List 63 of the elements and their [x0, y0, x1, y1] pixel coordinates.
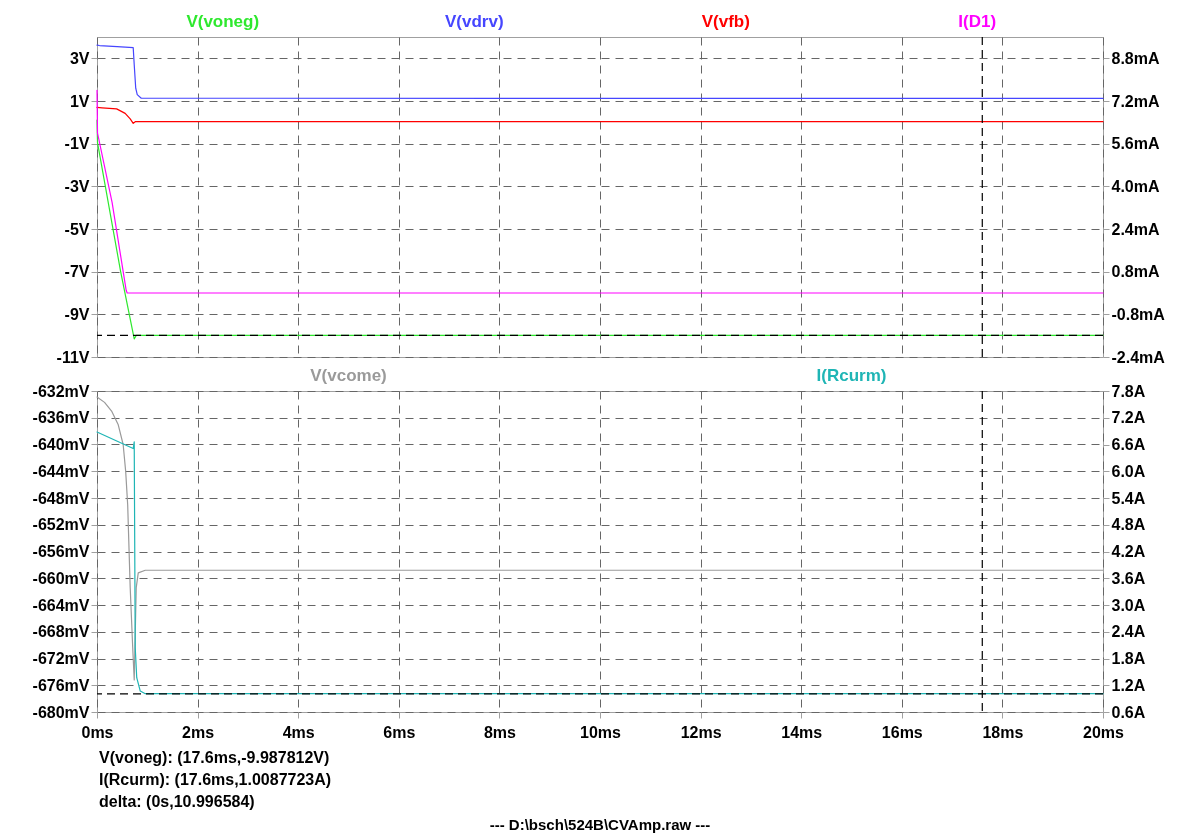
y-tick-label: -676mV — [32, 676, 90, 694]
text: I(Rcurm) — [816, 366, 887, 385]
y-tick-label: -644mV — [32, 462, 90, 480]
y-tick-label: -648mV — [32, 489, 90, 507]
y-tick-label: -11V — [56, 348, 90, 366]
y2-tick-label: 2.4mA — [1111, 220, 1160, 238]
text: delta: (0s,10.996584) — [99, 793, 255, 810]
y2-tick-label: 4.2A — [1111, 543, 1146, 560]
y2-tick-label: 7.2A — [1111, 409, 1146, 427]
y-tick-label: -9V — [64, 305, 90, 323]
x-tick-label: 20ms — [1083, 723, 1125, 741]
y2-tick-label: 6.6A — [1111, 436, 1146, 453]
x-tick-label: 4ms — [282, 723, 315, 741]
x-tick-label: 18ms — [982, 723, 1024, 741]
y2-tick-label: 4.0mA — [1111, 177, 1160, 195]
x-tick-label: 8ms — [483, 723, 517, 741]
y-tick-label: -7V — [64, 263, 90, 281]
y2-tick-label: 2.4A — [1111, 623, 1146, 641]
text: V(voneg) — [186, 12, 260, 31]
text: V(vdrv) — [444, 12, 504, 31]
y-tick-label: 3V — [69, 49, 90, 67]
text: I(Rcurm): (17.6ms,1.0087723A) — [99, 771, 332, 788]
y2-tick-label: 5.4A — [1111, 489, 1146, 507]
text: V(voneg): (17.6ms,-9.987812V) — [99, 749, 330, 766]
y2-tick-label: 8.8mA — [1111, 49, 1160, 67]
y2-tick-label: 7.2mA — [1111, 92, 1160, 110]
y-tick-label: -660mV — [32, 569, 90, 587]
y2-tick-label: 4.8A — [1111, 516, 1146, 534]
y-tick-label: -656mV — [32, 543, 90, 560]
y-tick-label: -664mV — [32, 596, 90, 614]
text: I(D1) — [958, 12, 997, 31]
y-tick-label: -668mV — [32, 623, 90, 641]
y-tick-label: -672mV — [32, 650, 90, 667]
x-tick-label: 16ms — [881, 723, 923, 741]
y2-tick-label: 5.6mA — [1111, 135, 1160, 153]
y2-tick-label: -2.4mA — [1111, 348, 1166, 366]
y-tick-label: -5V — [64, 220, 90, 238]
x-tick-label: 0ms — [81, 723, 114, 741]
text: V(vcome) — [310, 366, 387, 385]
y-tick-label: -652mV — [32, 516, 90, 534]
x-tick-label: 6ms — [383, 723, 416, 741]
text: --- D:\bsch\524B\CVAmp.raw --- — [489, 816, 711, 833]
y-tick-label: 1V — [69, 92, 90, 110]
y2-tick-label: 3.0A — [1111, 596, 1146, 614]
y-tick-label: -636mV — [32, 409, 90, 427]
y-tick-label: -640mV — [32, 436, 90, 453]
x-tick-label: 12ms — [680, 723, 722, 741]
y2-tick-label: 1.8A — [1111, 650, 1146, 667]
text: V(vfb) — [701, 12, 750, 31]
x-tick-label: 2ms — [182, 723, 215, 741]
y-tick-label: -632mV — [32, 382, 90, 400]
y2-tick-label: 3.6A — [1111, 569, 1146, 587]
x-tick-label: 10ms — [580, 723, 622, 741]
y-tick-label: -1V — [64, 135, 90, 153]
y-tick-label: -3V — [64, 177, 90, 195]
y2-tick-label: 0.6A — [1111, 703, 1146, 721]
x-tick-label: 14ms — [781, 723, 823, 741]
y2-tick-label: -0.8mA — [1111, 305, 1166, 323]
y2-tick-label: 7.8A — [1111, 382, 1146, 400]
y-tick-label: -680mV — [32, 703, 90, 721]
y2-tick-label: 1.2A — [1111, 676, 1146, 694]
y2-tick-label: 0.8mA — [1111, 263, 1160, 281]
y2-tick-label: 6.0A — [1111, 462, 1146, 480]
